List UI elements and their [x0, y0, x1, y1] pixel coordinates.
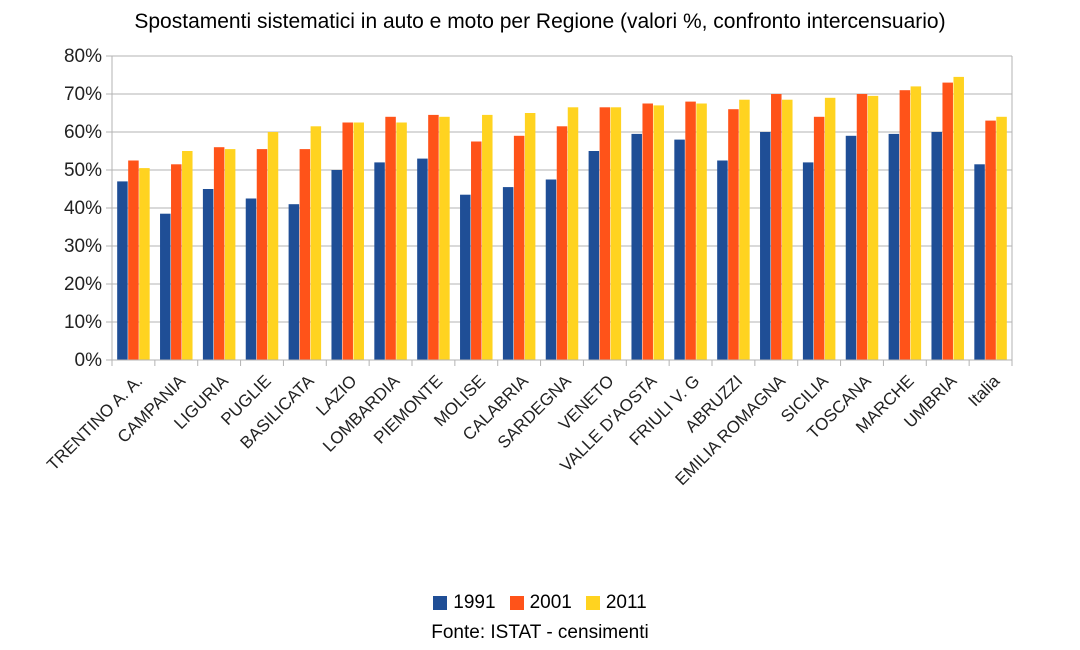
bar-2011	[224, 149, 236, 360]
bar-1991	[460, 194, 471, 360]
y-tick-label: 10%	[64, 312, 102, 333]
bar-2001	[856, 94, 868, 360]
y-tick-label: 0%	[75, 350, 103, 371]
bar-2001	[985, 120, 996, 360]
bar-2001	[728, 109, 739, 360]
bar-2011	[182, 151, 193, 360]
bar-2011	[439, 116, 450, 360]
y-tick-label: 30%	[64, 236, 102, 257]
bar-2011	[353, 122, 364, 360]
bar-2001	[299, 149, 311, 360]
bar-2011	[782, 99, 793, 360]
bar-2001	[556, 126, 568, 360]
bar-1991	[117, 181, 128, 360]
bar-1991	[417, 158, 428, 360]
bar-1991	[631, 133, 642, 360]
bar-1991	[245, 198, 257, 360]
bar-2011	[396, 122, 407, 360]
x-tick-label: Italia	[965, 371, 1004, 410]
legend-swatch-2011	[585, 596, 600, 610]
bar-1991	[545, 179, 557, 360]
bar-2001	[128, 160, 139, 360]
bar-1991	[160, 213, 171, 360]
y-tick-label: 80%	[64, 46, 102, 67]
bar-1991	[931, 132, 942, 360]
bar-2011	[653, 105, 664, 361]
bar-1991	[845, 135, 857, 360]
y-tick-label: 40%	[64, 198, 102, 219]
legend-item-2011: 2011	[585, 592, 647, 614]
source-note: Fonte: ISTAT - censimenti	[431, 622, 649, 643]
bar-1991	[374, 162, 385, 360]
bar-1991	[674, 139, 685, 360]
bar-1991	[288, 204, 300, 360]
bar-2011	[824, 97, 836, 361]
bar-2011	[524, 113, 536, 360]
bar-layer	[117, 76, 1007, 361]
bar-2001	[771, 94, 782, 360]
legend-label-1991: 1991	[453, 592, 496, 613]
bar-1991	[974, 164, 985, 360]
bar-1991	[502, 187, 514, 360]
legend-item-1991: 1991	[433, 592, 496, 614]
legend-label-2011: 2011	[605, 592, 647, 613]
bar-2011	[310, 126, 322, 360]
bar-2011	[867, 95, 879, 361]
bar-1991	[888, 133, 900, 360]
bar-2001	[385, 116, 396, 360]
bar-2001	[171, 164, 182, 360]
bar-2001	[685, 101, 696, 360]
bar-2001	[213, 147, 225, 360]
bar-2011	[567, 107, 579, 360]
legend-label-2001: 2001	[529, 592, 572, 613]
bar-2011	[910, 86, 922, 361]
bar-2011	[482, 114, 493, 361]
bar-2011	[610, 107, 622, 360]
legend: 1991 2001 2011	[0, 592, 1080, 614]
bar-2001	[599, 107, 611, 360]
y-tick-label: 20%	[64, 274, 102, 295]
bar-2011	[996, 116, 1007, 360]
bar-2011	[739, 99, 750, 360]
y-tick-label: 70%	[64, 84, 102, 105]
chart-title: Spostamenti sistematici in auto e moto p…	[134, 10, 946, 33]
bar-1991	[802, 162, 814, 360]
bar-2011	[696, 103, 707, 360]
bar-2001	[256, 149, 268, 360]
bar-1991	[760, 132, 771, 360]
bar-2001	[642, 103, 653, 360]
legend-swatch-1991	[433, 596, 448, 610]
bar-1991	[202, 189, 214, 360]
bar-2001	[813, 116, 825, 360]
bar-2011	[953, 76, 964, 361]
bar-1991	[331, 170, 342, 360]
bar-2001	[513, 135, 525, 360]
bar-1991	[717, 160, 728, 360]
bar-2001	[942, 82, 953, 360]
y-tick-label: 50%	[64, 160, 102, 181]
bar-2001	[899, 90, 911, 360]
bar-2011	[267, 132, 279, 360]
bar-2011	[139, 168, 150, 360]
y-tick-label: 60%	[64, 122, 102, 143]
bar-2001	[428, 114, 439, 361]
bar-1991	[588, 151, 600, 360]
bar-2001	[342, 122, 353, 360]
bar-2001	[471, 141, 482, 360]
legend-item-2001: 2001	[509, 592, 572, 614]
legend-swatch-2001	[509, 596, 524, 610]
